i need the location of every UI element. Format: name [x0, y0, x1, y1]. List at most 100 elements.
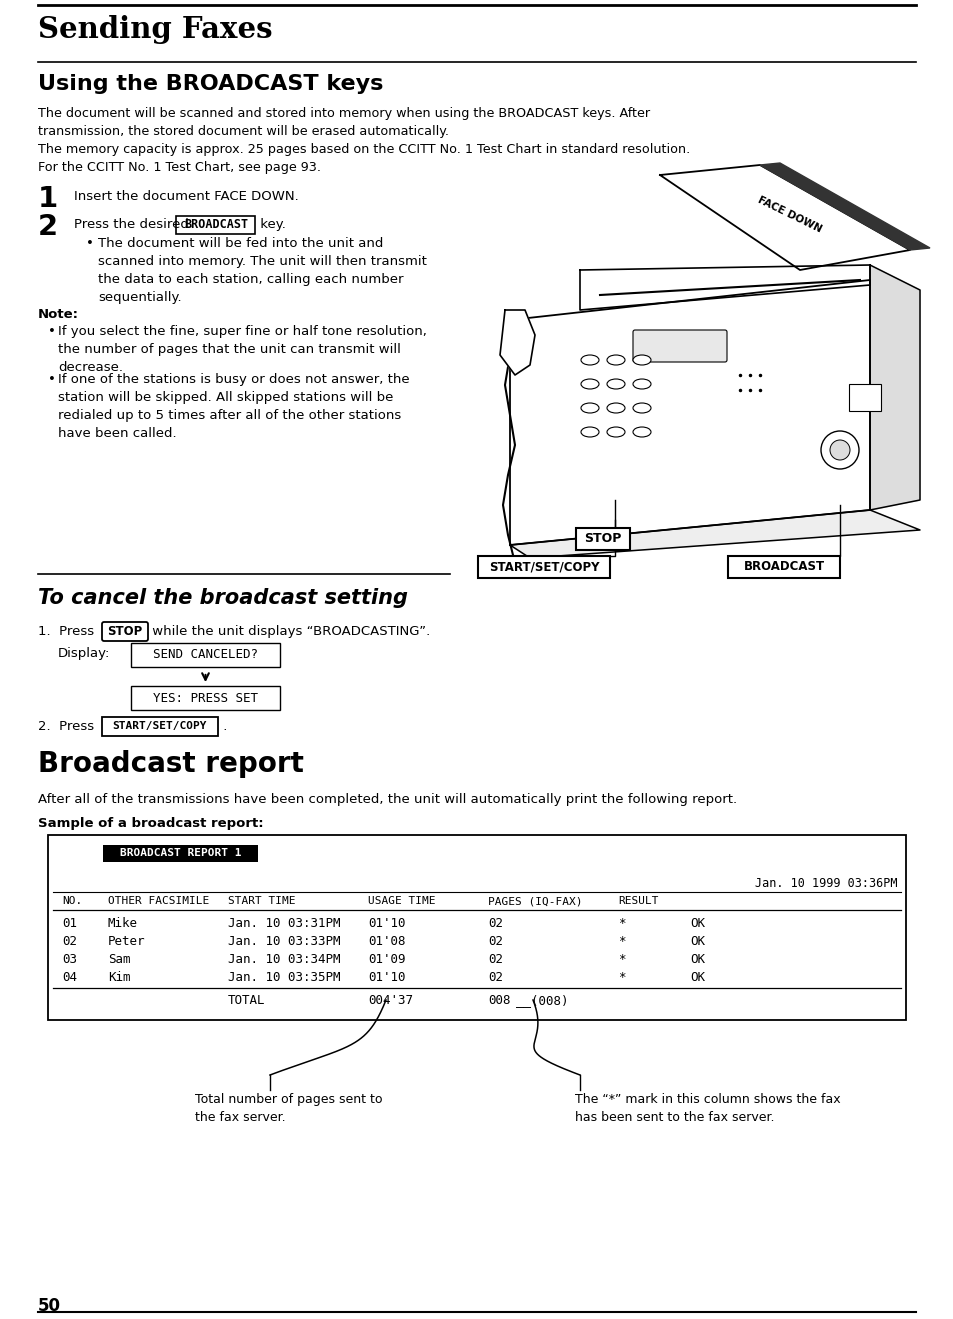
FancyBboxPatch shape	[102, 623, 148, 641]
Ellipse shape	[633, 404, 650, 413]
Text: Mike: Mike	[108, 917, 138, 930]
Ellipse shape	[821, 431, 858, 470]
Text: START/SET/COPY: START/SET/COPY	[112, 721, 207, 732]
Text: 2.  Press: 2. Press	[38, 720, 98, 733]
Text: STOP: STOP	[583, 533, 621, 546]
Ellipse shape	[606, 427, 624, 437]
Text: 01'08: 01'08	[368, 935, 405, 948]
FancyBboxPatch shape	[576, 528, 629, 550]
Text: PAGES (IQ-FAX): PAGES (IQ-FAX)	[488, 896, 582, 906]
Text: 004'37: 004'37	[368, 995, 413, 1006]
Text: Sample of a broadcast report:: Sample of a broadcast report:	[38, 816, 263, 830]
Text: OK: OK	[689, 935, 704, 948]
Ellipse shape	[606, 379, 624, 389]
Ellipse shape	[606, 404, 624, 413]
FancyBboxPatch shape	[477, 557, 609, 578]
Polygon shape	[659, 165, 909, 270]
Text: Display:: Display:	[58, 648, 111, 660]
Polygon shape	[579, 265, 869, 310]
Text: BROADCAST REPORT 1: BROADCAST REPORT 1	[120, 848, 241, 859]
Text: If you select the fine, super fine or half tone resolution,
the number of pages : If you select the fine, super fine or ha…	[58, 324, 426, 375]
Text: .: .	[219, 720, 227, 733]
Polygon shape	[869, 265, 919, 510]
Text: __(008): __(008)	[516, 995, 568, 1006]
Text: SEND CANCELED?: SEND CANCELED?	[152, 649, 257, 662]
Ellipse shape	[580, 355, 598, 365]
Text: Jan. 10 03:33PM: Jan. 10 03:33PM	[228, 935, 340, 948]
Text: key.: key.	[255, 218, 286, 231]
Ellipse shape	[580, 427, 598, 437]
Polygon shape	[760, 164, 929, 251]
Text: Jan. 10 1999 03:36PM: Jan. 10 1999 03:36PM	[755, 877, 897, 890]
Text: •: •	[48, 324, 56, 338]
FancyBboxPatch shape	[131, 642, 280, 667]
Ellipse shape	[580, 404, 598, 413]
Text: NO.: NO.	[62, 896, 82, 906]
Text: 1: 1	[38, 185, 58, 212]
Text: Note:: Note:	[38, 309, 79, 321]
FancyBboxPatch shape	[176, 215, 255, 233]
Text: *: *	[618, 971, 625, 984]
Text: YES: PRESS SET: YES: PRESS SET	[152, 691, 257, 704]
Text: 1.  Press: 1. Press	[38, 625, 98, 638]
Text: The document will be scanned and stored into memory when using the BROADCAST key: The document will be scanned and stored …	[38, 107, 690, 174]
FancyBboxPatch shape	[48, 835, 905, 1020]
Text: Sam: Sam	[108, 954, 131, 966]
Text: RESULT: RESULT	[618, 896, 658, 906]
Text: Jan. 10 03:31PM: Jan. 10 03:31PM	[228, 917, 340, 930]
Text: START/SET/COPY: START/SET/COPY	[488, 561, 598, 574]
Text: BROADCAST: BROADCAST	[184, 218, 248, 231]
Ellipse shape	[606, 355, 624, 365]
Text: OTHER FACSIMILE: OTHER FACSIMILE	[108, 896, 209, 906]
Text: Kim: Kim	[108, 971, 131, 984]
Text: Insert the document FACE DOWN.: Insert the document FACE DOWN.	[74, 190, 298, 203]
Text: Broadcast report: Broadcast report	[38, 751, 304, 778]
Polygon shape	[510, 510, 919, 558]
Text: 02: 02	[488, 935, 502, 948]
Text: 008: 008	[488, 995, 510, 1006]
Text: •: •	[86, 237, 93, 251]
Text: *: *	[618, 954, 625, 966]
Text: Total number of pages sent to
the fax server.: Total number of pages sent to the fax se…	[194, 1093, 382, 1124]
Text: BROADCAST: BROADCAST	[742, 561, 823, 574]
Text: TOTAL: TOTAL	[228, 995, 265, 1006]
Text: Press the desired: Press the desired	[74, 218, 193, 231]
Text: 50: 50	[38, 1297, 61, 1315]
Ellipse shape	[580, 379, 598, 389]
Text: Sending Faxes: Sending Faxes	[38, 15, 273, 44]
Text: 02: 02	[488, 971, 502, 984]
Text: If one of the stations is busy or does not answer, the
station will be skipped. : If one of the stations is busy or does n…	[58, 373, 409, 441]
Text: 01'09: 01'09	[368, 954, 405, 966]
Text: 2: 2	[38, 212, 58, 241]
Text: USAGE TIME: USAGE TIME	[368, 896, 435, 906]
Text: 03: 03	[62, 954, 77, 966]
Text: After all of the transmissions have been completed, the unit will automatically : After all of the transmissions have been…	[38, 793, 737, 806]
FancyBboxPatch shape	[727, 557, 840, 578]
Text: OK: OK	[689, 954, 704, 966]
Text: 04: 04	[62, 971, 77, 984]
Polygon shape	[510, 280, 869, 545]
Text: 02: 02	[488, 954, 502, 966]
Text: Peter: Peter	[108, 935, 146, 948]
Text: Jan. 10 03:34PM: Jan. 10 03:34PM	[228, 954, 340, 966]
Text: FACE DOWN: FACE DOWN	[756, 195, 822, 235]
FancyBboxPatch shape	[848, 384, 880, 412]
FancyBboxPatch shape	[102, 718, 218, 736]
Text: 02: 02	[62, 935, 77, 948]
FancyBboxPatch shape	[131, 686, 280, 710]
Text: OK: OK	[689, 971, 704, 984]
Text: while the unit displays “BROADCASTING”.: while the unit displays “BROADCASTING”.	[148, 625, 430, 638]
Text: To cancel the broadcast setting: To cancel the broadcast setting	[38, 588, 408, 608]
Text: Using the BROADCAST keys: Using the BROADCAST keys	[38, 74, 383, 94]
Text: The “*” mark in this column shows the fax
has been sent to the fax server.: The “*” mark in this column shows the fa…	[575, 1093, 840, 1124]
Ellipse shape	[633, 427, 650, 437]
Text: OK: OK	[689, 917, 704, 930]
Polygon shape	[499, 310, 535, 375]
Ellipse shape	[829, 441, 849, 460]
Text: START TIME: START TIME	[228, 896, 295, 906]
Text: 01'10: 01'10	[368, 971, 405, 984]
Ellipse shape	[633, 379, 650, 389]
Text: *: *	[618, 935, 625, 948]
FancyBboxPatch shape	[633, 330, 726, 361]
Text: 01'10: 01'10	[368, 917, 405, 930]
